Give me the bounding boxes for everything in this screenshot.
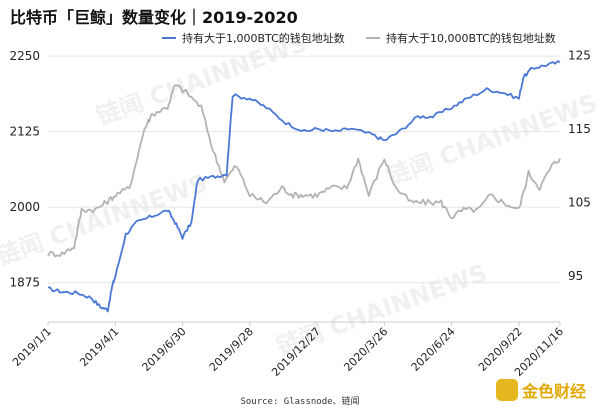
y-right-tick-label: 95 (568, 269, 583, 283)
chart-title: 比特币「巨鲸」数量变化｜2019-2020 (10, 8, 298, 27)
x-tick-label: 2019/4/1 (77, 325, 121, 369)
y-left-tick-label: 1875 (9, 276, 40, 290)
y-right-tick-label: 105 (568, 195, 591, 209)
legend-swatch-gray (366, 37, 380, 39)
y-left-tick-label: 2125 (9, 125, 40, 139)
logo-mark-icon (495, 379, 518, 401)
x-axis: 2019/1/1 2019/4/1 2019/6/30 2019/9/28 2019/1… (10, 321, 566, 379)
y-left-tick-label: 2250 (9, 49, 40, 63)
x-tick-label: 2019/9/28 (207, 325, 256, 374)
x-tick-label: 2020/3/26 (341, 325, 390, 374)
y-axis-right: 95 105 115 125 (568, 49, 591, 283)
brand-logo: 金色财经 (495, 378, 586, 402)
gridlines (48, 55, 560, 284)
legend-series-2: 持有大于10,000BTC的钱包地址数 (366, 30, 556, 46)
y-left-tick-label: 2000 (9, 200, 40, 214)
y-axis-left: 1875 2000 2125 2250 (9, 49, 40, 290)
y-right-tick-label: 115 (568, 122, 591, 136)
series-lines (47, 60, 561, 313)
logo-text: 金色财经 (521, 382, 586, 401)
series-line-1000btc (47, 60, 561, 313)
source-note: Source: Glassnode、链闻 (240, 397, 360, 407)
y-right-tick-label: 125 (568, 49, 591, 63)
legend-label-1: 持有大于1,000BTC的钱包地址数 (182, 32, 345, 45)
legend-series-1: 持有大于1,000BTC的钱包地址数 (162, 30, 345, 46)
legend-label-2: 持有大于10,000BTC的钱包地址数 (386, 32, 556, 45)
legend-swatch-blue (162, 37, 176, 39)
x-tick-label: 2020/6/24 (409, 325, 458, 374)
x-tick-label: 2019/12/27 (269, 325, 323, 379)
x-tick-label: 2019/1/1 (10, 325, 54, 369)
x-tick-label: 2019/6/30 (140, 325, 189, 374)
series-line-10000btc (47, 84, 561, 258)
